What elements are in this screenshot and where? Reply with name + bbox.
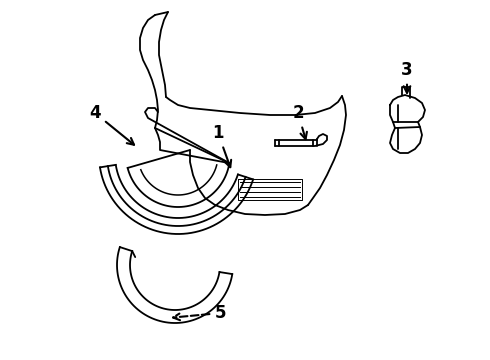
Text: 5: 5 — [173, 304, 226, 322]
Text: 1: 1 — [212, 124, 231, 167]
Text: 4: 4 — [89, 104, 134, 145]
Text: 2: 2 — [292, 104, 307, 139]
Text: 3: 3 — [401, 61, 413, 93]
